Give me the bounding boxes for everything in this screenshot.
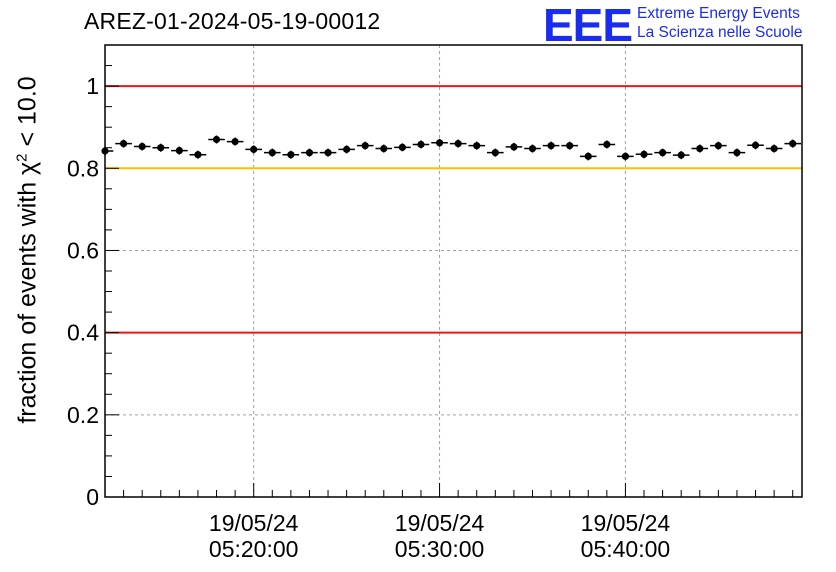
data-point [770,144,778,153]
data-point [398,143,406,151]
eee-logo-caption: Extreme Energy Events La Scienza nelle S… [637,4,802,42]
data-point [212,135,221,144]
x-tick-label-time: 05:30:00 [395,536,485,562]
data-point [361,142,369,150]
data-point [677,151,685,159]
data-point [789,140,797,148]
y-tick-label: 0.2 [67,402,99,428]
data-point [714,142,722,150]
x-tick-label-date: 19/05/24 [209,510,299,536]
chart-title: AREZ-01-2024-05-19-00012 [84,8,381,34]
data-point [175,147,183,155]
y-tick-label: 1 [86,73,99,99]
data-point [566,142,574,150]
data-point [343,145,351,153]
x-tick-label-date: 19/05/24 [395,510,485,536]
data-point [231,137,239,146]
plot-frame [104,44,803,498]
data-point [101,147,109,155]
data-point [417,140,425,149]
data-point [473,142,481,150]
y-tick-label: 0.6 [67,237,99,263]
data-point [157,144,165,152]
data-point [287,151,295,159]
data-point [305,149,314,157]
logo-line-2: La Scienza nelle Scuole [637,24,803,41]
data-point [250,145,258,153]
data-point [751,141,760,149]
x-tick-label-time: 05:40:00 [581,536,671,562]
y-tick-label: 0.8 [67,155,99,181]
data-point [621,152,630,160]
data-point [528,144,537,153]
y-tick-label: 0 [86,484,99,510]
x-tick-label-time: 05:20:00 [209,536,299,562]
data-point [659,149,667,157]
data-point [194,151,202,159]
x-tick-label-date: 19/05/24 [581,510,671,536]
data-point [640,150,648,158]
data-point [510,143,518,151]
data-point [435,139,444,147]
data-point [491,149,499,157]
data-point [603,140,611,149]
data-point [733,149,741,157]
data-point [696,144,704,153]
y-tick-label: 0.4 [67,320,99,346]
data-point [268,149,276,157]
logo-line-1: Extreme Energy Events [637,5,800,22]
data-point [547,142,555,150]
data-point [380,144,388,153]
data-point [119,140,128,148]
eee-logo: EEE [543,0,633,51]
data-point [454,140,462,148]
data-point [584,152,592,160]
data-point [324,149,332,157]
data-point [138,142,146,151]
